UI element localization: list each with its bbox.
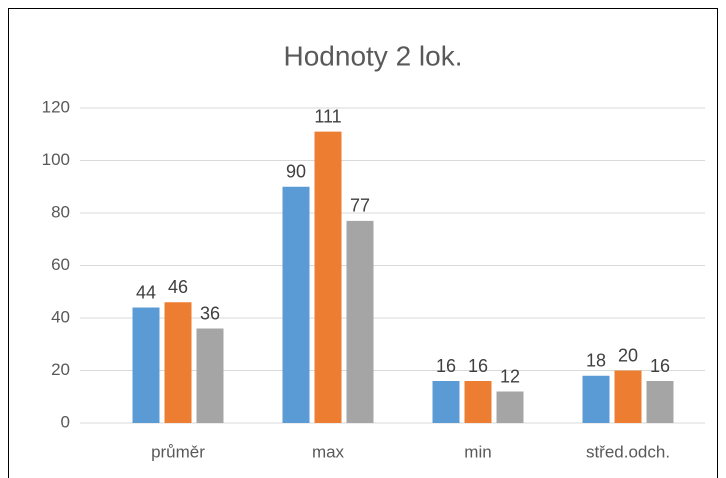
data-label: 90 xyxy=(286,162,306,182)
x-tick-label: min xyxy=(464,442,491,461)
bar xyxy=(582,375,610,423)
data-label: 16 xyxy=(468,356,488,376)
bar xyxy=(646,381,674,423)
data-label: 12 xyxy=(500,366,520,386)
bar xyxy=(496,391,524,423)
data-label: 46 xyxy=(168,277,188,297)
x-tick-label: střed.odch. xyxy=(586,442,670,461)
bar xyxy=(614,370,642,423)
bar xyxy=(196,328,224,423)
bar xyxy=(464,381,492,423)
x-tick-label: max xyxy=(312,442,345,461)
bar xyxy=(346,220,374,423)
y-tick-label: 100 xyxy=(42,150,70,169)
data-label: 77 xyxy=(350,196,370,216)
y-tick-label: 120 xyxy=(42,97,70,116)
y-tick-label: 20 xyxy=(51,360,70,379)
data-label: 16 xyxy=(650,356,670,376)
y-tick-label: 80 xyxy=(51,202,70,221)
y-tick-label: 40 xyxy=(51,307,70,326)
y-tick-label: 60 xyxy=(51,255,70,274)
data-label: 111 xyxy=(314,106,341,126)
bar xyxy=(282,186,310,423)
y-tick-label: 0 xyxy=(61,412,70,431)
bar xyxy=(432,381,460,423)
bar xyxy=(164,302,192,423)
x-tick-label: průměr xyxy=(151,442,205,461)
chart-title: Hodnoty 2 lok. xyxy=(284,40,463,71)
data-label: 16 xyxy=(436,356,456,376)
data-label: 20 xyxy=(618,345,638,365)
data-label: 18 xyxy=(586,351,606,371)
data-label: 44 xyxy=(136,282,156,302)
data-label: 36 xyxy=(200,303,220,323)
bar xyxy=(314,131,342,423)
bar xyxy=(132,307,160,423)
